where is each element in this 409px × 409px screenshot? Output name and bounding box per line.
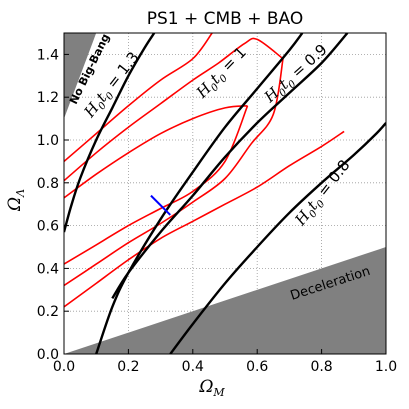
age-contour-3 xyxy=(169,122,386,354)
x-ticks: 0.0 0.2 0.4 0.6 0.8 1.0 xyxy=(53,349,397,375)
age-contour-0 xyxy=(64,33,156,233)
x-axis-label-main: Ω xyxy=(198,377,213,397)
age-contours xyxy=(64,33,386,354)
y-tick-label: 0.6 xyxy=(37,219,59,235)
y-tick-label: 1.2 xyxy=(37,90,59,106)
y-tick-label: 0.8 xyxy=(37,176,59,192)
marker xyxy=(150,194,171,216)
x-tick-label: 0.4 xyxy=(182,359,204,375)
age-contour-label: H0t0 = 0.8 xyxy=(291,156,356,231)
y-tick-label: 0.0 xyxy=(37,347,59,363)
age-contour-2 xyxy=(111,33,349,300)
x-tick-label: 0.8 xyxy=(310,359,332,375)
x-tick-label: 0.2 xyxy=(117,359,139,375)
y-axis-label-main: Ω xyxy=(5,197,25,212)
y-tick-label: 1.4 xyxy=(37,47,59,63)
confidence-contour-inner-upper xyxy=(64,105,248,199)
y-tick-label: 1.0 xyxy=(37,133,59,149)
x-tick-label: 0.6 xyxy=(246,359,268,375)
age-contour-label-part: = 0.8 xyxy=(311,156,353,203)
age-contour-label: H0t0 = 0.9 xyxy=(260,40,333,108)
age-contour-1 xyxy=(95,33,304,354)
y-tick-label: 0.2 xyxy=(37,304,59,320)
x-tick-label: 0.0 xyxy=(53,359,75,375)
region-no-big-bang xyxy=(64,33,97,119)
confidence-contour-middle-lower xyxy=(64,58,284,287)
x-axis-label-sub: M xyxy=(212,386,225,399)
confidence-contour-middle-upper xyxy=(64,37,284,182)
age-contour-label-part: = 1 xyxy=(215,43,250,78)
confidence-contour-inner-lower xyxy=(64,105,249,265)
confidence-contours xyxy=(64,33,345,308)
best-fit-marker xyxy=(150,194,171,216)
y-tick-label: 0.4 xyxy=(37,261,59,277)
chart-title: PS1 + CMB + BAO xyxy=(147,9,304,29)
confidence-contour-outer-lower xyxy=(64,130,345,308)
y-ticks: 0.0 0.2 0.4 0.6 0.8 1.0 1.2 1.4 xyxy=(37,47,69,363)
region-deceleration xyxy=(64,247,386,354)
confidence-contour-outer-upper xyxy=(64,33,213,163)
x-axis-label: ΩM xyxy=(198,377,225,399)
x-tick-label: 1.0 xyxy=(375,359,397,375)
plot-frame xyxy=(63,32,387,355)
y-axis-label: ΩΛ xyxy=(5,189,27,212)
y-axis-label-sub: Λ xyxy=(14,189,27,198)
shaded-regions xyxy=(64,33,386,354)
